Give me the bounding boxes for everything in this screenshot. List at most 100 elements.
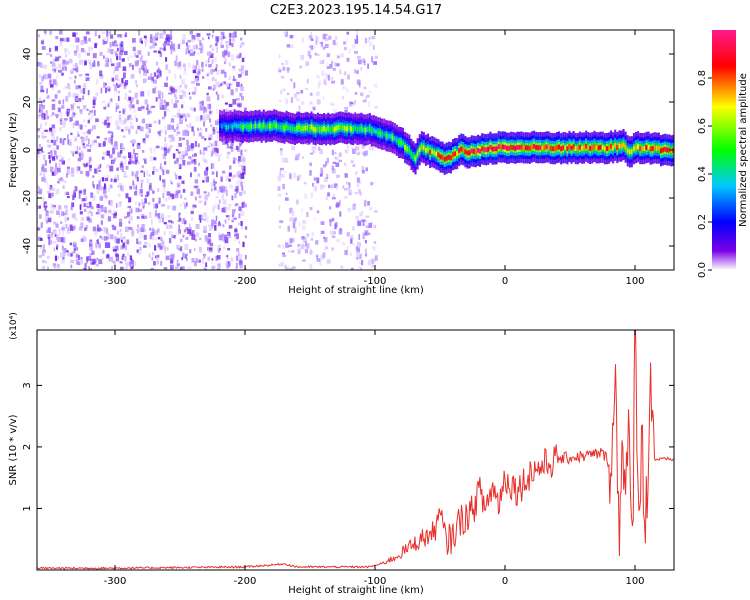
noise-speckle [107,188,110,192]
noise-speckle [134,159,138,163]
noise-speckle [71,108,75,113]
noise-speckle [240,224,243,230]
noise-speckle [277,175,281,182]
noise-speckle [365,240,367,244]
noise-speckle [364,96,367,103]
noise-speckle [332,109,337,115]
noise-speckle [164,161,167,165]
noise-speckle [157,67,160,72]
noise-speckle [142,202,145,206]
noise-speckle [238,74,242,77]
noise-speckle [163,100,166,104]
noise-speckle [185,118,187,122]
noise-speckle [329,219,333,222]
noise-speckle [116,238,120,244]
noise-speckle [117,95,120,101]
noise-speckle [240,83,243,88]
noise-speckle [74,247,79,251]
noise-speckle [110,178,113,182]
noise-speckle [159,246,163,250]
noise-speckle [280,149,283,156]
noise-speckle [334,152,337,155]
noise-speckle [164,38,168,41]
noise-speckle [101,236,105,241]
noise-speckle [62,246,65,251]
noise-speckle [229,165,232,170]
noise-speckle [156,261,159,265]
noise-speckle [50,139,54,143]
noise-speckle [331,197,336,200]
noise-speckle [121,129,124,132]
noise-speckle [96,257,98,261]
noise-speckle [111,213,114,216]
noise-speckle [326,173,329,179]
noise-speckle [352,148,356,154]
noise-speckle [197,65,200,72]
noise-speckle [238,156,242,162]
noise-speckle [43,154,46,160]
noise-speckle [47,152,51,155]
noise-speckle [119,261,123,264]
noise-speckle [75,120,79,126]
noise-speckle [109,154,113,159]
noise-speckle [163,147,167,151]
noise-speckle [174,89,177,93]
noise-speckle [174,172,177,176]
noise-speckle [199,149,202,155]
noise-speckle [42,244,45,250]
ridge-cell [368,126,371,131]
noise-speckle [104,242,108,248]
noise-speckle [345,87,349,93]
noise-speckle [180,246,183,252]
colorbar-tick-label: 0.0 [697,262,708,278]
noise-speckle [39,214,42,219]
ridge-cell [246,124,249,129]
noise-speckle [78,190,83,194]
noise-speckle [156,73,159,78]
ridge-cell [389,133,392,139]
noise-speckle [284,197,289,201]
noise-speckle [310,192,313,198]
noise-speckle [119,236,123,242]
noise-speckle [215,42,218,47]
noise-speckle [191,206,195,209]
noise-speckle [109,116,112,120]
noise-speckle [230,141,234,146]
noise-speckle [362,99,367,103]
noise-speckle [106,33,108,37]
noise-speckle [136,228,139,232]
noise-speckle [188,62,191,68]
ridge-cell [622,142,625,147]
noise-speckle [100,208,105,212]
noise-speckle [46,53,50,56]
noise-speckle [155,209,157,214]
noise-speckle [136,216,140,219]
noise-speckle [97,224,100,228]
ridge-cell [289,125,292,131]
ridge-cell [481,146,484,152]
ridge-cell [418,147,421,153]
noise-speckle [190,210,194,215]
noise-speckle [64,205,68,209]
noise-speckle [51,133,56,140]
noise-speckle [59,127,62,131]
ridge-cell [649,146,652,152]
noise-speckle [57,167,61,173]
noise-speckle [181,150,186,157]
noise-speckle [178,224,181,230]
noise-speckle [191,81,195,84]
noise-speckle [185,42,188,46]
noise-speckle [213,84,216,90]
noise-speckle [110,139,113,145]
noise-speckle [328,184,330,189]
noise-speckle [225,176,229,181]
noise-speckle [335,185,338,190]
ridge-cell [476,148,479,153]
noise-speckle [320,230,325,234]
noise-speckle [371,56,374,63]
ridge-cell [597,145,600,151]
noise-speckle [115,44,118,47]
noise-speckle [152,166,156,172]
noise-speckle [281,157,285,163]
noise-speckle [111,77,115,82]
